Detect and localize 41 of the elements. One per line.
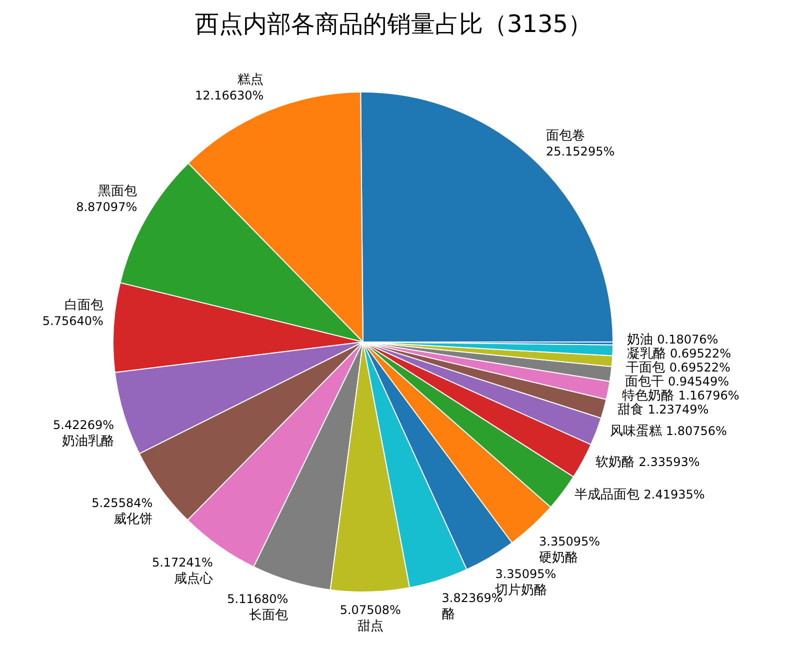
data-label: 5.25584%: [92, 496, 153, 510]
slice-label: 甜点: [357, 618, 384, 634]
slice-label: 特色奶酪: [622, 388, 678, 404]
slice-label: 威化饼: [114, 512, 153, 527]
chart-title: 西点内部各商品的销量占比（3135）: [194, 10, 592, 38]
slice-label: 咸点心: [174, 570, 213, 586]
data-label: 0.69522%: [670, 346, 732, 361]
data-label: 5.75640%: [42, 314, 104, 328]
data-label: 5.07508%: [340, 602, 401, 617]
data-label: 0.18076%: [657, 332, 718, 347]
data-label: 2.33593%: [638, 454, 700, 469]
slice-label: 风味蛋糕: [610, 424, 666, 440]
data-label: 1.16796%: [678, 388, 740, 403]
data-label: 1.23749%: [648, 402, 709, 417]
slice-label: 白面包: [64, 298, 104, 313]
slice-label: 奶油: [626, 332, 658, 348]
data-label: 5.11680%: [227, 592, 288, 606]
slice-label: 软奶酪: [596, 454, 639, 470]
slice-label: 半成品面包: [574, 487, 644, 502]
data-label: 8.87097%: [76, 200, 138, 214]
slice-label: 甜食: [618, 402, 648, 418]
data-label: 5.42269%: [53, 418, 114, 432]
slice-label: 硬奶酪: [539, 550, 578, 566]
slice-label: 面包干: [624, 374, 668, 390]
data-label: 2.41935%: [644, 487, 705, 502]
data-label: 12.16630%: [195, 88, 264, 103]
slice-label: 干面包: [626, 360, 670, 376]
slice-label: 糕点: [238, 72, 264, 88]
slice-label: 黑面包: [98, 184, 138, 200]
data-label: 3.35095%: [539, 534, 600, 548]
data-label: 0.94549%: [668, 374, 730, 389]
data-label: 0.69522%: [669, 360, 730, 375]
data-label: 5.17241%: [152, 555, 213, 570]
slice-label: 面包卷: [546, 128, 585, 144]
data-label: 3.35095%: [495, 566, 556, 581]
slice-label: 长面包: [249, 608, 288, 624]
slice-label: 酪: [442, 606, 455, 622]
slice-label: 奶油乳酪: [62, 434, 114, 450]
data-label: 1.80756%: [666, 424, 727, 438]
data-label: 25.15295%: [546, 144, 615, 158]
slice-label: 凝乳酪: [626, 346, 670, 362]
